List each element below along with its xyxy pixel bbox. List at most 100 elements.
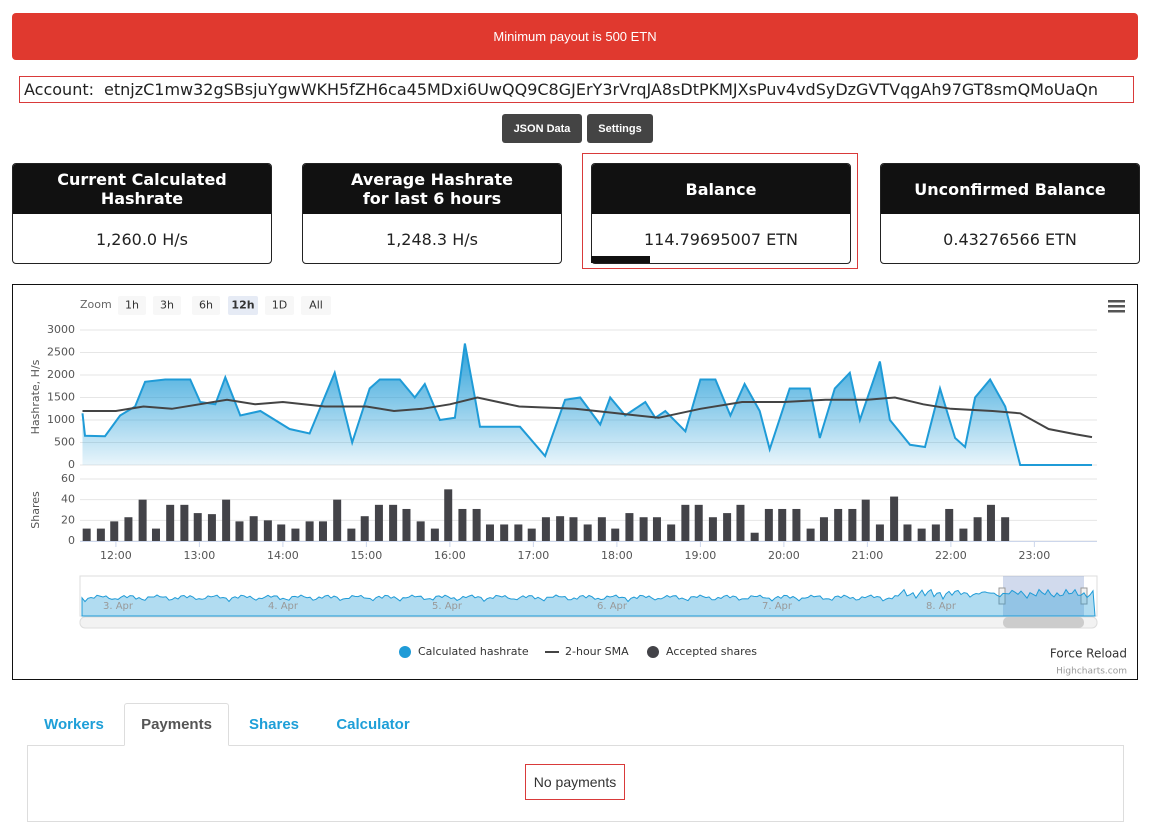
scrollbar-track [79,616,1098,629]
zoom-button[interactable] [192,296,220,315]
legend-label[interactable]: Accepted shares [666,645,757,658]
legend-label[interactable]: 2-hour SMA [565,645,629,658]
bar [96,528,105,541]
bar [82,528,91,541]
bar [333,499,342,541]
bar [389,504,398,541]
bar [527,528,536,541]
legend-symbol[interactable] [647,646,659,658]
navigator-handle[interactable] [1080,587,1088,605]
bar [416,521,425,541]
card-title: for last 6 hours [362,189,502,208]
bar [708,517,717,541]
card-header: Balance [592,164,850,214]
chart: Force Reload Highcharts.com Zoom 1h 3h 6h 1… [12,284,1138,680]
x-tick-label: 18:00 [601,549,633,562]
y-tick-label: 60 [61,472,75,485]
card-title: Current Calculated [57,170,227,189]
card-header: Current Calculated Hashrate [13,164,271,214]
bar [792,508,801,541]
bar [834,508,843,541]
tab[interactable]: Shares [248,716,300,733]
bar [778,508,787,541]
tab[interactable]: Calculator [336,716,410,733]
zoom-button-label[interactable]: 6h [199,299,213,312]
bar [1001,517,1010,541]
tab[interactable]: Workers [44,716,104,733]
account-address: etnjzC1mw32gSBsjuYgwWKH5fZH6ca45MDxi6UwQ… [104,80,1099,99]
x-tick-label: 17:00 [518,549,550,562]
legend-symbol[interactable] [399,646,411,658]
stat-card: Unconfirmed Balance 0.43276566 ETN [880,163,1140,264]
bar [931,524,940,541]
bar [458,508,467,541]
x-tick-label: 20:00 [768,549,800,562]
stat-card: Balance 114.79695007 ETN [591,163,851,264]
x-tick-label: 23:00 [1019,549,1051,562]
bar [374,504,383,541]
zoom-button-label[interactable]: 12h [231,299,254,312]
bar [291,528,300,541]
account-bar: Account: etnjzC1mw32gSBsjuYgwWKH5fZH6ca4… [19,76,1134,103]
bar [694,504,703,541]
bar [639,517,648,541]
bar [973,517,982,541]
zoom-button-label[interactable]: All [309,299,323,312]
x-tick-label: 21:00 [852,549,884,562]
navigator-label: 6. Apr [597,601,628,612]
bar [890,496,899,541]
x-tick-label: 19:00 [685,549,717,562]
bar [180,504,189,541]
x-tick-label: 13:00 [184,549,216,562]
bar [903,524,912,541]
force-reload[interactable]: Force Reload [1050,647,1127,661]
bar [681,504,690,541]
bar [207,514,216,541]
y-axis-label: Hashrate, H/s [29,359,42,434]
bar [611,528,620,541]
card-title: Balance [685,179,757,199]
x-tick-label: 22:00 [935,549,967,562]
bar [249,516,258,541]
y-tick-label: 1500 [47,391,75,404]
bar [764,508,773,541]
bar [360,516,369,541]
credits[interactable]: Highcharts.com [1056,667,1127,677]
settings-button[interactable]: Settings [587,114,653,143]
zoom-button[interactable] [153,296,181,315]
navigator-label: 7. Apr [762,601,793,612]
bar [861,499,870,541]
bar [402,508,411,541]
area-fill [82,343,1092,465]
scrollbar-thumb[interactable] [1003,617,1084,628]
bar [235,521,244,541]
empty-message: No payments [525,764,625,800]
navigator-label: 5. Apr [432,601,463,612]
y-tick-label: 3000 [47,323,75,336]
navigator-selection[interactable] [1003,576,1084,616]
zoom-button[interactable] [301,296,331,315]
bar [736,504,745,541]
zoom-button[interactable] [265,296,294,315]
card-title: Hashrate [100,189,184,208]
bar [110,521,119,541]
menu-icon[interactable] [1108,300,1125,313]
bar [652,517,661,541]
legend-label[interactable]: Calculated hashrate [418,645,529,658]
y-tick-label: 500 [54,436,75,449]
zoom-button-label[interactable]: 3h [160,299,174,312]
alert: Minimum payout is 500 ETN [12,13,1138,60]
zoom-button-label[interactable]: 1D [272,299,287,312]
bar [959,528,968,541]
zoom-button[interactable] [118,296,146,315]
bar [597,517,606,541]
json-button[interactable]: JSON Data [502,114,582,143]
zoom-button[interactable] [228,296,258,315]
bar [750,532,759,541]
bar [277,524,286,541]
zoom-button-label[interactable]: 1h [125,299,139,312]
bar [945,508,954,541]
highlight-box [582,153,858,269]
tab[interactable]: Payments [124,703,229,746]
